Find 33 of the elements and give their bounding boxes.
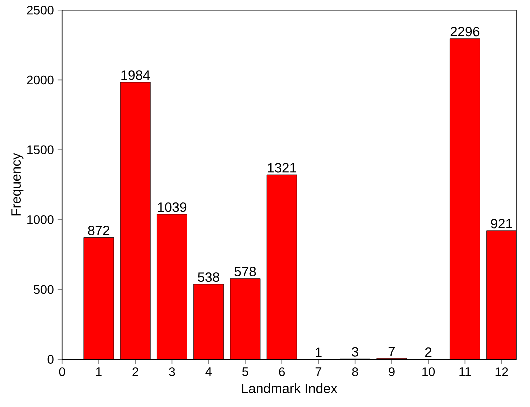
x-tick-label: 5 <box>242 367 248 376</box>
x-tick-label: 11 <box>460 367 472 376</box>
y-tick-label: 1000 <box>28 215 54 224</box>
y-tick-label: 1500 <box>28 145 54 154</box>
x-tick-label: 1 <box>96 367 102 376</box>
data-label: 1321 <box>268 163 296 173</box>
x-tick-label: 6 <box>279 367 286 376</box>
x-tick-label: 3 <box>169 367 176 376</box>
data-label: 3 <box>352 347 358 357</box>
x-tick-label: 10 <box>422 367 436 376</box>
data-label: 7 <box>388 346 396 356</box>
data-label: 2 <box>426 347 432 357</box>
data-label: 872 <box>88 226 110 236</box>
data-label: 1039 <box>158 202 187 212</box>
y-tick-label: 2500 <box>27 6 54 15</box>
data-label: 2296 <box>450 26 480 36</box>
y-tick-label: 2000 <box>27 76 54 84</box>
y-tick-label: 0 <box>48 354 54 364</box>
y-tick-label: 500 <box>34 285 54 294</box>
x-tick-label: 7 <box>316 367 322 376</box>
y-axis-title: Frequency <box>12 153 24 216</box>
data-label: 1 <box>316 348 322 357</box>
data-label: 538 <box>198 272 220 282</box>
x-tick-label: 8 <box>352 367 358 376</box>
x-axis-title: Landmark Index <box>242 383 338 394</box>
data-label: 1984 <box>122 70 150 80</box>
x-tick-label: 0 <box>59 367 66 376</box>
x-tick-label: 4 <box>206 367 212 376</box>
x-tick-label: 12 <box>496 367 508 376</box>
x-tick-label: 2 <box>132 367 138 376</box>
data-label: 578 <box>234 266 256 276</box>
data-label: 921 <box>491 218 512 228</box>
x-tick-label: 9 <box>389 367 395 376</box>
